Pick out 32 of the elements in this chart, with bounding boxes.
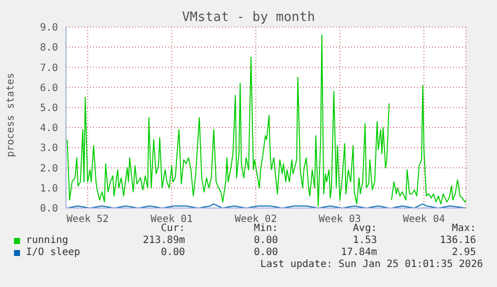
y-axis-title: process states (6, 72, 16, 158)
y-tick-label: 0.0 (40, 204, 58, 215)
text: Cur: (160, 223, 185, 234)
y-tick-label: 3.0 (40, 143, 58, 154)
chart-title: VMstat - by month (182, 10, 316, 25)
text: Last update: Sun Jan 25 01:01:35 2026 (260, 259, 483, 270)
text: 17.84m (340, 247, 377, 258)
x-tick-label: Week 02 (234, 214, 277, 225)
y-tick-label: 6.0 (40, 82, 58, 94)
text: Avg: (352, 223, 377, 234)
x-tick-label: Week 03 (318, 214, 361, 225)
y-tick-label: 4.0 (40, 123, 58, 134)
y-tick-label: 7.0 (40, 62, 58, 74)
x-tick-label: Week 01 (150, 214, 193, 225)
text: 0.00 (254, 247, 278, 258)
y-tick-label: 8.0 (40, 42, 58, 54)
y-tick-label: 2.0 (40, 163, 58, 174)
text: Min: (254, 223, 278, 234)
y-tick-label: 5.0 (40, 102, 58, 114)
x-tick-label: Week 04 (402, 214, 446, 225)
text: 0.00 (160, 247, 185, 258)
legend-label: running (26, 235, 68, 246)
y-tick-label: 9.0 (40, 22, 58, 34)
text: 136.16 (440, 235, 476, 246)
text: 1.53 (352, 235, 377, 246)
y-tick-label: 1.0 (40, 183, 58, 194)
text: 213.89m (142, 235, 185, 246)
legend-label: I/O sleep (26, 247, 80, 258)
text: Max: (452, 223, 476, 234)
text: 2.95 (452, 247, 476, 258)
x-tick-label: Week 52 (66, 214, 109, 225)
text: 0.00 (254, 235, 278, 246)
